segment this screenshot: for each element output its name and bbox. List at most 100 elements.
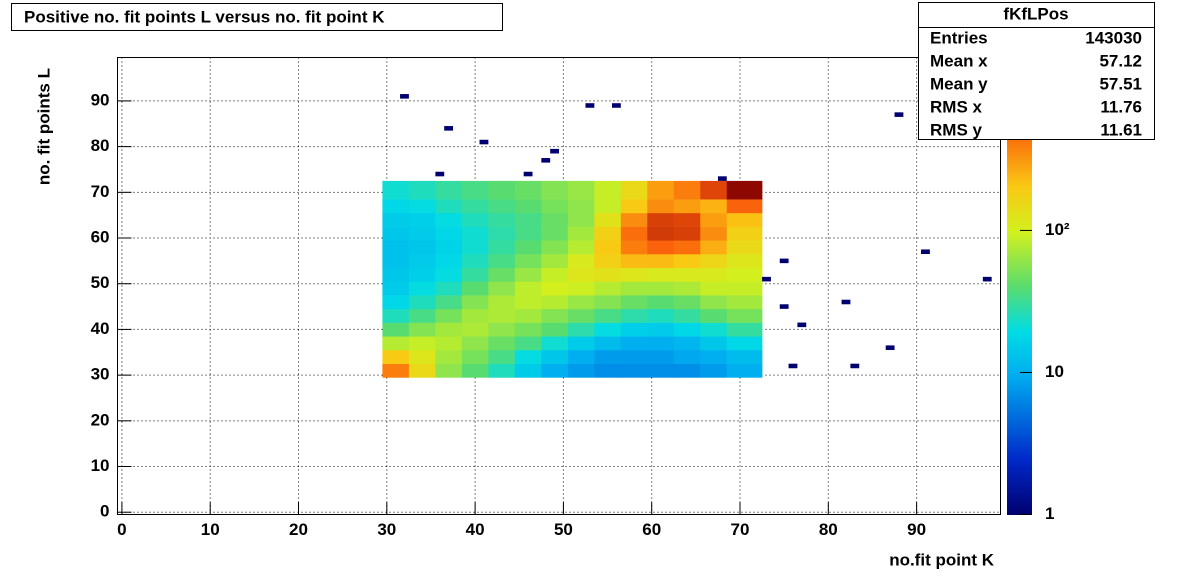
heat-cell <box>700 212 728 227</box>
palette-step <box>1007 400 1032 404</box>
y-axis-label: no. fit points L <box>34 68 53 185</box>
heat-cell <box>594 322 622 337</box>
palette-step <box>1007 370 1032 374</box>
palette-step <box>1007 144 1032 148</box>
heat-cell <box>435 295 463 310</box>
heat-cell <box>461 363 489 378</box>
stats-value: 143030 <box>1085 28 1142 47</box>
palette-step <box>1007 386 1032 390</box>
palette-step <box>1007 254 1032 257</box>
heat-cell <box>647 240 675 255</box>
outlier-cell <box>585 103 595 108</box>
palette-step <box>1007 226 1032 230</box>
outlier-cell <box>611 103 621 108</box>
palette-step <box>1007 281 1032 285</box>
heat-cell <box>461 336 489 351</box>
palette-step <box>1007 210 1032 214</box>
heat-cell <box>567 336 595 351</box>
y-tick-label: 10 <box>91 456 110 475</box>
palette-step <box>1007 212 1032 216</box>
heat-cell <box>408 295 436 310</box>
palette-step <box>1007 397 1032 401</box>
palette-step <box>1007 270 1032 273</box>
heat-cell <box>726 212 763 227</box>
palette-step <box>1007 304 1032 308</box>
palette-step <box>1007 349 1032 353</box>
palette-step <box>1007 276 1032 280</box>
heat-cell <box>700 180 728 200</box>
heat-cell <box>382 267 410 282</box>
palette-step <box>1007 155 1032 159</box>
palette-step <box>1007 459 1032 463</box>
outlier-cell <box>523 171 533 177</box>
frame <box>117 57 1001 515</box>
palette-step <box>1007 329 1032 333</box>
heat-cell <box>408 363 436 378</box>
palette-step <box>1007 286 1032 289</box>
heat-cell <box>435 363 463 378</box>
heat-cell <box>700 322 728 337</box>
heat-cell <box>594 281 622 296</box>
heat-cell <box>435 322 463 337</box>
palette-step <box>1007 203 1032 207</box>
palette-step <box>1007 162 1032 166</box>
stats-label: Mean x <box>930 51 988 70</box>
heat-cell <box>514 295 542 310</box>
heat-cell <box>382 212 410 227</box>
heat-cell <box>726 180 763 200</box>
palette-step <box>1007 452 1032 456</box>
stats-label: RMS x <box>930 97 983 116</box>
palette-step <box>1007 418 1032 422</box>
palette-step <box>1007 238 1032 241</box>
y-tick-label: 50 <box>91 273 110 292</box>
heat-cell <box>673 363 701 378</box>
stats-value: 11.61 <box>1100 120 1142 139</box>
palette-step <box>1007 242 1032 246</box>
heat-cell <box>647 267 675 282</box>
heat-cell <box>435 212 463 227</box>
heat-cell <box>647 363 675 378</box>
palette-step <box>1007 331 1032 335</box>
heat-cell <box>594 240 622 255</box>
heat-cell <box>461 267 489 282</box>
heat-cell <box>620 363 648 378</box>
heat-cell <box>514 267 542 282</box>
palette-step <box>1007 306 1032 310</box>
palette-step <box>1007 473 1032 477</box>
palette-step <box>1007 354 1032 358</box>
heat-cell <box>435 281 463 296</box>
palette-step <box>1007 151 1032 154</box>
z-tick-label: 10² <box>1045 220 1070 239</box>
palette-step <box>1007 413 1032 417</box>
heat-cell <box>488 254 516 269</box>
heat-cell <box>567 281 595 296</box>
heat-cell <box>541 349 569 364</box>
heat-cell <box>461 212 489 227</box>
palette-step <box>1007 347 1032 351</box>
palette-step <box>1007 491 1032 495</box>
palette-step <box>1007 295 1032 298</box>
palette-step <box>1007 169 1032 173</box>
palette-step <box>1007 423 1032 426</box>
heat-cell <box>700 349 728 364</box>
heat-cell <box>620 180 648 200</box>
heat-cell <box>673 349 701 364</box>
heat-cell <box>647 180 675 200</box>
stats-value: 11.76 <box>1100 97 1142 116</box>
heat-cell <box>567 295 595 310</box>
palette-step <box>1007 224 1032 228</box>
outlier-cell <box>885 345 895 350</box>
palette-step <box>1007 160 1032 164</box>
heat-cell <box>461 240 489 255</box>
heat-cell <box>408 336 436 351</box>
heat-cell <box>435 308 463 323</box>
palette-step <box>1007 461 1032 465</box>
palette-step <box>1007 333 1032 337</box>
palette-step <box>1007 336 1032 340</box>
palette-step <box>1007 256 1032 260</box>
heat-cell <box>726 199 763 214</box>
plot-area <box>117 57 1001 515</box>
palette-step <box>1007 231 1032 234</box>
heat-cell <box>700 308 728 323</box>
heat-cell <box>620 281 648 296</box>
